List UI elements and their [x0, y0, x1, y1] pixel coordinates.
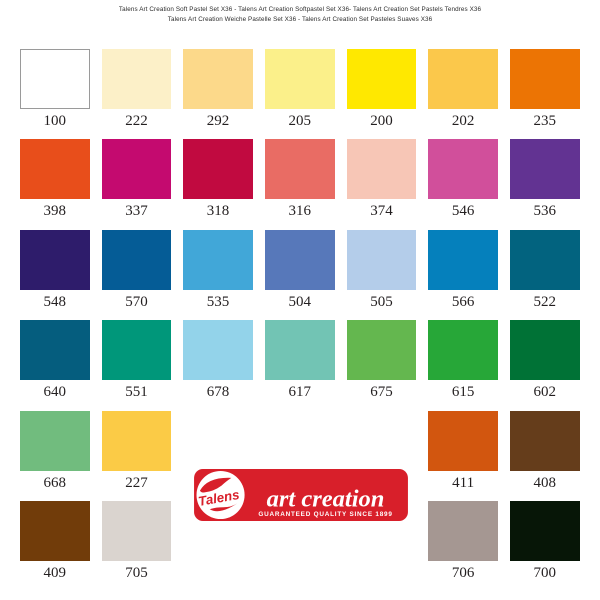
svg-text:GUARANTEED QUALITY SINCE 1899: GUARANTEED QUALITY SINCE 1899: [258, 511, 392, 518]
svg-text:art creation: art creation: [267, 485, 385, 512]
